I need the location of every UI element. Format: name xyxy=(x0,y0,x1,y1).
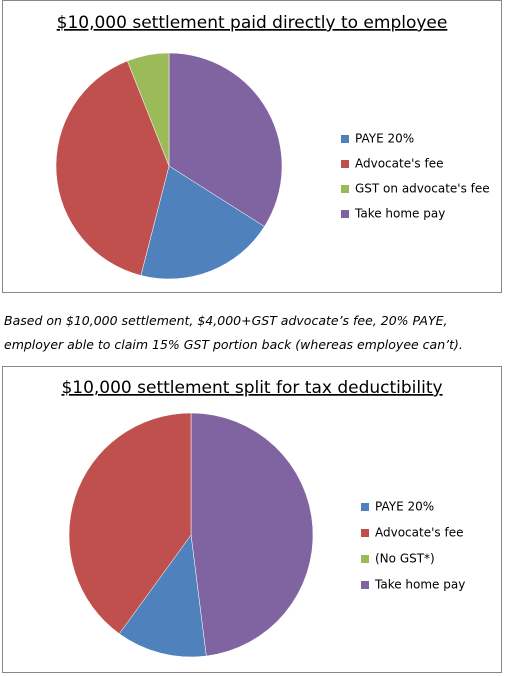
legend-label: GST on advocate's fee xyxy=(355,182,490,196)
chart-box: $10,000 settlement split for tax deducti… xyxy=(2,366,502,673)
pie-slice xyxy=(118,534,207,658)
chart-title: $10,000 settlement paid directly to empl… xyxy=(57,13,448,33)
legend-swatch xyxy=(361,503,369,511)
note-line: Based on $10,000 settlement, $4,000+GST … xyxy=(4,313,448,328)
chart: $10,000 settlement paid directly to empl… xyxy=(55,13,490,280)
legend-label: PAYE 20% xyxy=(355,132,414,146)
pie-slice xyxy=(190,412,314,657)
chart-title: $10,000 settlement split for tax deducti… xyxy=(61,378,442,398)
legend-label: Advocate's fee xyxy=(355,157,443,171)
pie-slice xyxy=(55,60,170,276)
pie-slice xyxy=(68,412,192,635)
legend-label: Advocate's fee xyxy=(375,526,463,540)
pie-slice xyxy=(168,52,283,227)
chart-box: $10,000 settlement paid directly to empl… xyxy=(2,0,502,293)
legend-swatch xyxy=(341,185,349,193)
legend-swatch xyxy=(361,529,369,537)
pie-slice xyxy=(140,165,265,280)
legend-swatch xyxy=(341,135,349,143)
legend-label: Take home pay xyxy=(354,207,445,221)
legend-swatch xyxy=(341,160,349,168)
legend-label: PAYE 20% xyxy=(375,500,434,514)
note-line: employer able to claim 15% GST portion b… xyxy=(4,337,463,352)
legend-swatch xyxy=(341,210,349,218)
legend-swatch xyxy=(361,555,369,563)
legend-label: Take home pay xyxy=(374,578,465,592)
chart: $10,000 settlement split for tax deducti… xyxy=(61,378,465,658)
pie-slice xyxy=(127,52,170,167)
legend-swatch xyxy=(361,581,369,589)
legend-label: (No GST*) xyxy=(375,552,435,566)
